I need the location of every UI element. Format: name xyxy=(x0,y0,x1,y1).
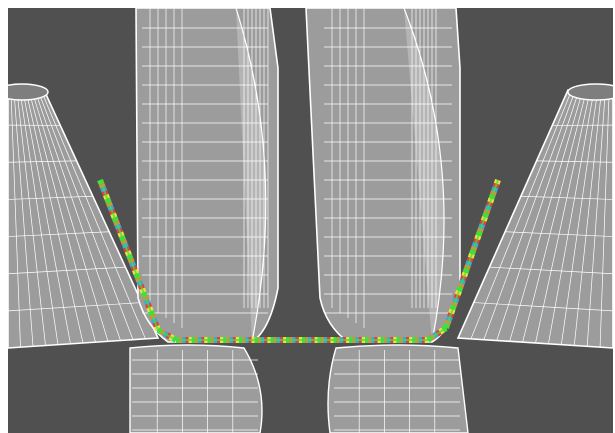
upper-left-roll xyxy=(135,8,279,343)
mesh-line xyxy=(8,195,93,200)
upper-right-roll xyxy=(305,8,461,343)
mesh-line xyxy=(548,88,595,344)
mesh-line xyxy=(522,89,588,343)
mesh-line xyxy=(473,302,613,312)
mesh-line xyxy=(25,90,84,344)
right-cone-bore xyxy=(567,83,613,101)
lower-right-roll xyxy=(327,344,469,433)
lower-left-roll xyxy=(129,344,263,433)
mesh-line xyxy=(31,90,109,342)
mesh-line xyxy=(8,160,77,163)
mesh-line xyxy=(8,302,142,312)
mesh-line xyxy=(489,266,613,275)
mesh-line xyxy=(573,88,603,346)
mesh-line xyxy=(8,231,110,237)
mesh-line xyxy=(8,266,126,275)
mesh-line xyxy=(28,90,96,343)
left-cone-bore xyxy=(8,83,49,101)
mesh-line xyxy=(560,88,599,345)
mesh-line xyxy=(10,91,21,348)
mesh-line xyxy=(37,90,134,340)
mesh-line xyxy=(496,89,580,341)
mesh-line xyxy=(599,88,610,348)
mesh-line xyxy=(16,91,46,346)
mesh-line xyxy=(483,89,576,340)
mesh-line xyxy=(505,231,613,237)
formed-strip xyxy=(97,178,501,343)
mesh-line xyxy=(470,89,573,339)
mesh-line xyxy=(22,91,71,344)
mesh-line xyxy=(535,88,591,344)
mesh-line xyxy=(509,89,584,342)
mesh-line xyxy=(536,160,613,163)
mesh-line xyxy=(19,91,59,345)
left-cone-roll xyxy=(8,83,160,349)
roll-forming-scene xyxy=(8,8,613,433)
mesh-line xyxy=(34,90,121,341)
mesh-line xyxy=(13,91,34,347)
strip-centerline xyxy=(99,179,499,341)
right-cone-roll xyxy=(456,83,613,349)
mesh-line xyxy=(586,88,606,347)
mesh-line xyxy=(40,90,146,339)
mesh-line xyxy=(520,195,613,200)
3d-viewport[interactable] xyxy=(8,8,613,433)
